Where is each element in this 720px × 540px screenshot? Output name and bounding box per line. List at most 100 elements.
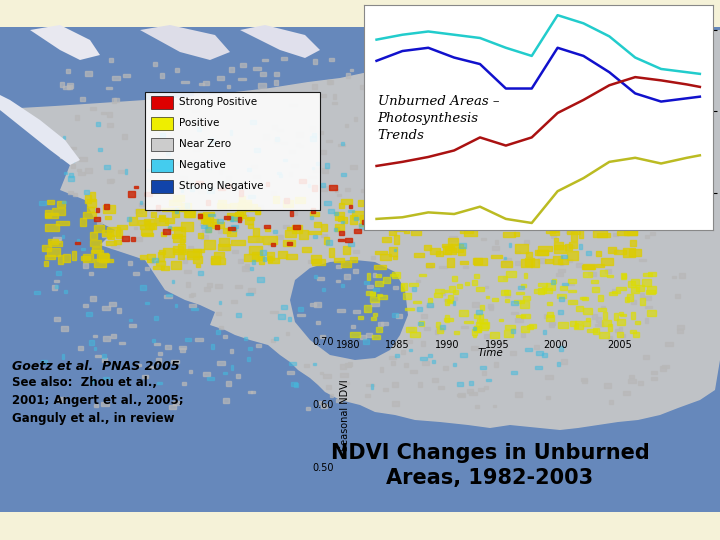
Bar — [328, 80, 333, 84]
Bar — [595, 318, 601, 322]
Bar — [151, 159, 173, 172]
Bar — [512, 206, 519, 209]
Bar — [202, 92, 210, 93]
Bar — [366, 207, 379, 214]
Bar — [276, 137, 279, 141]
Bar — [161, 232, 166, 235]
Text: Negative: Negative — [179, 160, 226, 170]
Bar — [55, 286, 58, 288]
Bar — [67, 83, 73, 88]
Bar — [196, 264, 200, 267]
Bar — [274, 80, 278, 85]
Bar — [631, 300, 636, 304]
Bar — [299, 231, 308, 239]
Bar — [91, 107, 96, 110]
Bar — [503, 232, 516, 238]
Bar — [253, 252, 262, 260]
Bar — [271, 191, 276, 194]
Bar — [216, 313, 221, 315]
Bar — [184, 339, 191, 341]
Bar — [443, 246, 451, 254]
Bar — [476, 102, 483, 105]
Bar — [103, 205, 115, 213]
Bar — [237, 206, 246, 215]
Bar — [444, 299, 450, 301]
Bar — [448, 238, 457, 245]
Bar — [518, 286, 523, 289]
Bar — [505, 144, 510, 147]
Bar — [580, 296, 587, 299]
Bar — [513, 79, 518, 83]
Bar — [323, 374, 331, 378]
Text: Strong Positive: Strong Positive — [179, 97, 257, 107]
Bar — [559, 346, 563, 350]
Bar — [151, 96, 173, 109]
Bar — [536, 351, 543, 355]
Bar — [84, 190, 89, 194]
Bar — [227, 213, 239, 220]
Bar — [600, 215, 606, 221]
Bar — [360, 85, 366, 89]
Bar — [415, 222, 418, 227]
Bar — [438, 266, 447, 268]
Bar — [395, 354, 400, 357]
Bar — [630, 240, 636, 246]
Bar — [646, 216, 650, 219]
Bar — [359, 224, 366, 228]
Bar — [378, 322, 383, 326]
Bar — [253, 66, 261, 70]
Bar — [538, 246, 552, 251]
Bar — [534, 221, 540, 226]
Bar — [473, 259, 482, 264]
Bar — [521, 333, 525, 336]
Bar — [304, 364, 310, 367]
Bar — [405, 308, 414, 310]
Bar — [218, 200, 225, 208]
Bar — [47, 200, 54, 204]
Bar — [420, 357, 427, 360]
Bar — [81, 256, 90, 260]
Bar — [457, 106, 463, 110]
Bar — [274, 195, 279, 203]
Bar — [140, 201, 142, 204]
Bar — [310, 255, 321, 262]
Bar — [83, 304, 88, 307]
Bar — [292, 225, 302, 233]
Bar — [363, 339, 369, 344]
Bar — [631, 312, 634, 319]
Bar — [619, 312, 623, 315]
Bar — [547, 302, 552, 305]
Bar — [299, 307, 303, 312]
Bar — [85, 195, 91, 203]
Bar — [307, 184, 310, 187]
Bar — [603, 313, 607, 319]
Bar — [48, 239, 58, 244]
Bar — [128, 191, 135, 197]
Bar — [156, 117, 162, 121]
Bar — [245, 337, 247, 340]
Bar — [117, 225, 127, 228]
Bar — [417, 120, 422, 125]
Bar — [157, 382, 162, 384]
Polygon shape — [290, 260, 408, 360]
Bar — [538, 288, 544, 294]
Bar — [168, 206, 173, 210]
Bar — [442, 100, 447, 104]
Bar — [156, 358, 161, 362]
Bar — [53, 239, 60, 242]
Bar — [458, 215, 461, 219]
Bar — [478, 388, 484, 391]
Bar — [122, 134, 127, 139]
Bar — [160, 250, 166, 254]
Bar — [608, 247, 616, 253]
Bar — [538, 250, 548, 255]
Bar — [469, 392, 477, 395]
Bar — [583, 308, 592, 314]
Bar — [541, 353, 547, 357]
Bar — [208, 214, 215, 216]
Bar — [291, 382, 297, 386]
Bar — [112, 76, 120, 80]
Bar — [263, 235, 276, 244]
Bar — [504, 157, 508, 160]
Bar — [460, 353, 467, 357]
